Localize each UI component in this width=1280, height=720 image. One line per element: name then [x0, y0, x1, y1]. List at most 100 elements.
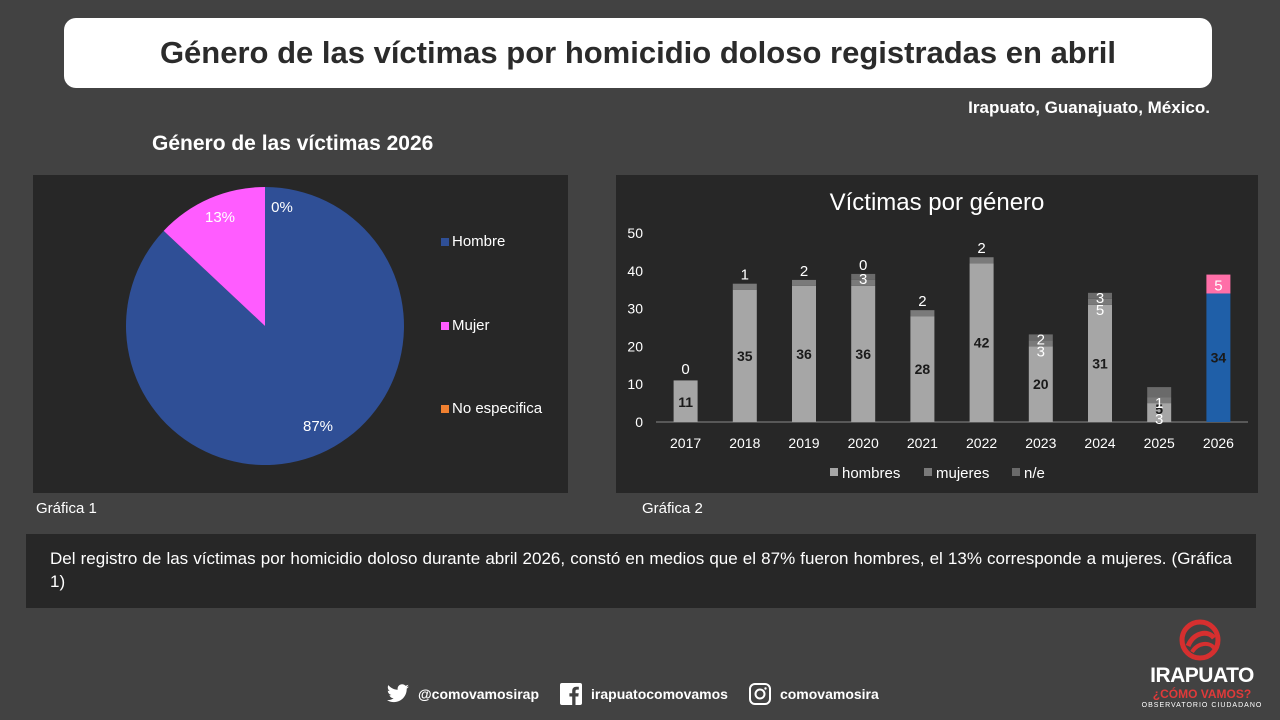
bar-segment-mujeres: [910, 310, 935, 317]
chart-1-caption: Gráfica 1: [36, 500, 97, 517]
data-label-hombres: 36: [796, 346, 812, 362]
observatory-logo-icon: [1179, 619, 1221, 661]
instagram-link[interactable]: comovamosira: [748, 682, 879, 706]
data-label-ne: 3: [1096, 290, 1104, 307]
bar-segment-mujeres: [851, 279, 876, 286]
data-label-hombres: 35: [737, 348, 753, 364]
summary-text: Del registro de las víctimas por homicid…: [26, 534, 1256, 608]
pie-data-label: 13%: [205, 209, 235, 226]
data-label-hombres: 31: [1092, 355, 1108, 371]
bar-segment-mujeres: [1088, 298, 1112, 305]
legend-swatch: [441, 322, 449, 330]
x-tick-label: 2023: [1025, 435, 1056, 451]
x-tick-label: 2025: [1144, 435, 1175, 451]
data-label-mujeres: 2: [918, 293, 926, 310]
x-tick-label: 2026: [1203, 435, 1234, 451]
bar-chart: Víctimas por género010203040501102017351…: [627, 189, 1248, 482]
chart-2-caption: Gráfica 2: [642, 500, 703, 517]
data-label-mujeres: 5: [1096, 302, 1104, 319]
data-label-hombres: 28: [915, 361, 931, 377]
bar-segment-hombres: [1206, 293, 1231, 422]
legend-label: No especifica: [452, 400, 543, 417]
legend-label: mujeres: [936, 465, 989, 482]
bar-chart-title: Víctimas por género: [830, 189, 1045, 216]
bar-segment-hombres: [851, 285, 876, 422]
bar-segment-hombres: [732, 289, 757, 422]
pie-data-label: 87%: [303, 418, 333, 435]
data-label-mujeres: 2: [800, 263, 808, 280]
bar-segment-hombres: [792, 285, 816, 422]
facebook-handle: irapuatocomovamos: [591, 686, 728, 702]
legend-swatch: [441, 238, 449, 246]
y-tick-label: 30: [627, 301, 643, 317]
y-tick-label: 20: [627, 338, 643, 354]
x-tick-label: 2024: [1084, 435, 1115, 451]
bar-segment-mujeres: [732, 283, 757, 290]
x-tick-label: 2018: [729, 435, 760, 451]
bar-segment-mujeres: [969, 257, 994, 264]
location-label: Irapuato, Guanajuato, México.: [968, 98, 1210, 117]
data-label-hombres: 5: [1155, 401, 1163, 417]
data-label-ne: 2: [1037, 331, 1045, 348]
data-label-hombres: 36: [855, 346, 871, 362]
data-label-mujeres: 0: [859, 257, 867, 274]
bar-segment-ne: [1088, 292, 1112, 299]
logo-name: IRAPUATO: [1150, 664, 1254, 687]
bar-segment-hombres: [1147, 403, 1172, 422]
data-label-hombres: 34: [1211, 350, 1227, 366]
y-tick-label: 50: [627, 225, 643, 241]
legend-swatch: [830, 468, 838, 476]
logo-tagline: ¿CÓMO VAMOS?: [1152, 687, 1252, 701]
bar-segment-ne: [851, 273, 876, 280]
social-footer: @comovamosirap irapuatocomovamos comovam…: [386, 680, 889, 708]
legend-label: n/e: [1024, 465, 1045, 482]
data-label-mujeres: 3: [1155, 411, 1163, 428]
instagram-handle: comovamosira: [779, 686, 879, 702]
bar-chart-panel: Víctimas por género 0 10 20 30 40 50 11 0 2017 35 1…: [616, 175, 1258, 493]
data-label-mujeres: 5: [1214, 278, 1222, 295]
title-box: Género de las víctimas por homicidio dol…: [64, 18, 1212, 88]
x-tick-label: 2017: [670, 435, 701, 451]
bar-segment-mujeres: [1147, 397, 1172, 404]
bar-segment-mujeres: [1028, 340, 1053, 347]
legend-swatch: [441, 405, 449, 413]
instagram-icon: [748, 683, 771, 705]
twitter-link[interactable]: @comovamosirap: [386, 684, 539, 704]
twitter-handle: @comovamosirap: [418, 686, 540, 702]
legend-swatch: [1012, 468, 1020, 476]
data-label-ne: 1: [1155, 395, 1163, 412]
bar-segment-ne: [1028, 334, 1053, 341]
y-tick-label: 10: [627, 376, 643, 392]
bar-segment-hombres: [969, 263, 994, 422]
bar-segment-hombres: [673, 380, 698, 422]
legend-label: Hombre: [452, 233, 505, 250]
y-tick-label: 0: [635, 414, 643, 430]
data-label-mujeres: 1: [741, 267, 749, 284]
data-label-mujeres: 0: [681, 361, 689, 378]
y-tick-label: 40: [627, 263, 643, 279]
legend-label: hombres: [842, 465, 900, 482]
bar-segment-mujeres: [792, 279, 816, 286]
x-tick-label: 2021: [907, 435, 938, 451]
pie-chart-panel: 87% 13% 0% Hombre Mujer No especifica: [33, 175, 568, 493]
legend-swatch: [924, 468, 932, 476]
data-label-hombres: 20: [1033, 376, 1049, 392]
facebook-icon: [560, 683, 583, 705]
x-tick-label: 2019: [788, 435, 819, 451]
logo-subtitle: OBSERVATORIO CIUDADANO: [1141, 702, 1263, 709]
data-label-hombres: 42: [974, 335, 990, 351]
data-label-mujeres: 2: [977, 240, 985, 257]
x-tick-label: 2022: [966, 435, 997, 451]
legend-label: Mujer: [452, 317, 490, 334]
bar-segment-mujeres: [1206, 274, 1231, 294]
bar-segment-ne: [1147, 387, 1172, 398]
pie-chart-heading: Género de las víctimas 2026: [152, 132, 434, 155]
x-tick-label: 2020: [848, 435, 879, 451]
data-label-mujeres: 3: [1037, 343, 1045, 360]
pie-data-label: 0%: [271, 199, 293, 216]
facebook-link[interactable]: irapuatocomovamos: [559, 682, 728, 706]
bar-segment-hombres: [1088, 304, 1112, 422]
page-title: Género de las víctimas por homicidio dol…: [159, 35, 1117, 70]
bar-segment-hombres: [910, 316, 935, 422]
data-label-ne: 3: [859, 271, 867, 288]
